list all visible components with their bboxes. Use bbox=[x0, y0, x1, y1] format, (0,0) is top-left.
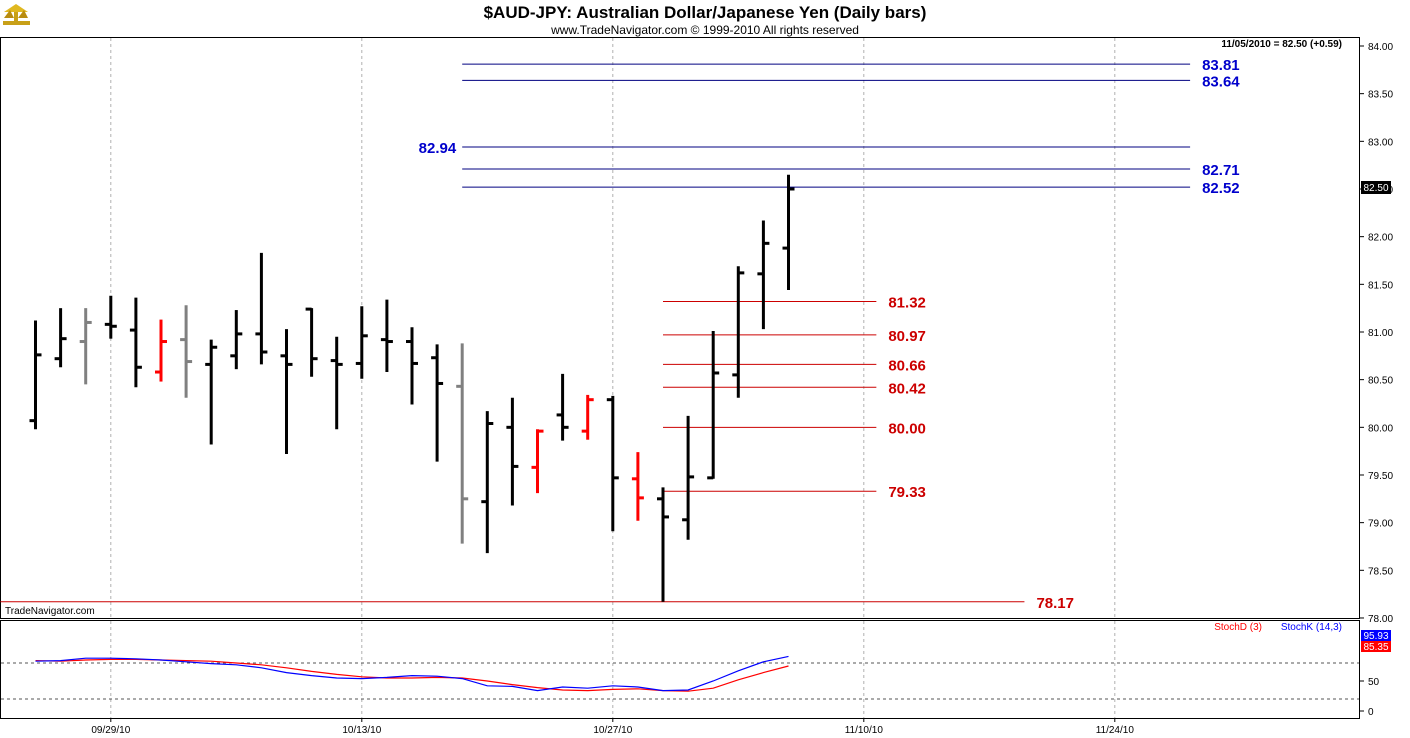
last-price-tag bbox=[1361, 181, 1391, 194]
price-tick-label: 81.50 bbox=[1368, 280, 1393, 291]
grid-lines bbox=[110, 38, 1116, 718]
stochk-value-tag bbox=[1361, 630, 1391, 641]
chart-title: $AUD-JPY: Australian Dollar/Japanese Yen… bbox=[484, 3, 927, 22]
ohlc-bar bbox=[230, 310, 243, 370]
price-tick-label: 78.50 bbox=[1368, 566, 1393, 577]
ohlc-bar bbox=[682, 415, 695, 540]
level-label: 80.66 bbox=[888, 357, 926, 374]
ohlc-bar bbox=[707, 331, 720, 480]
ohlc-bar bbox=[180, 305, 193, 398]
price-tick-label: 81.00 bbox=[1368, 328, 1393, 339]
level-label: 83.64 bbox=[1202, 73, 1240, 90]
stoch-tick-label: 0 bbox=[1368, 707, 1374, 718]
level-label: 81.32 bbox=[888, 294, 926, 311]
level-label: 80.42 bbox=[888, 380, 926, 397]
date-tick-label: 10/27/10 bbox=[593, 725, 632, 736]
date-tick-label: 11/24/10 bbox=[1096, 725, 1135, 736]
level-label: 79.33 bbox=[888, 484, 926, 501]
date-tick-label: 09/29/10 bbox=[91, 725, 130, 736]
stochk-legend: StochK (14,3) bbox=[1281, 622, 1342, 633]
ohlc-bar bbox=[205, 339, 218, 445]
price-tick-label: 78.00 bbox=[1368, 614, 1393, 625]
ohlc-bar bbox=[79, 308, 92, 385]
stochd-value-tag bbox=[1361, 641, 1391, 652]
stochk-series-line bbox=[35, 655, 789, 692]
level-label: 82.94 bbox=[419, 140, 457, 157]
price-tick-label: 79.00 bbox=[1368, 519, 1393, 530]
price-tick-label: 83.00 bbox=[1368, 137, 1393, 148]
date-tick-label: 11/10/10 bbox=[845, 725, 884, 736]
ohlc-bar bbox=[29, 320, 42, 430]
price-panel-frame bbox=[0, 37, 1360, 619]
price-tick-label: 84.00 bbox=[1368, 42, 1393, 53]
ohlc-bar bbox=[305, 307, 318, 377]
price-tick-label: 79.50 bbox=[1368, 471, 1393, 482]
stoch-panel-frame bbox=[0, 620, 1360, 719]
last-price-text: 82.50 bbox=[1363, 183, 1388, 194]
level-label: 82.52 bbox=[1202, 180, 1240, 197]
stoch-tick-label: 50 bbox=[1368, 677, 1380, 688]
ohlc-bar bbox=[657, 487, 669, 602]
time-axis: 09/29/10 10/13/10 10/27/10 11/10/10 11/24/10 bbox=[91, 718, 1134, 736]
price-tick-label: 80.00 bbox=[1368, 423, 1393, 434]
ohlc-bar bbox=[431, 344, 444, 462]
level-label: 80.00 bbox=[888, 420, 926, 437]
price-tick-label: 80.50 bbox=[1368, 376, 1393, 387]
ohlc-bar bbox=[581, 394, 594, 440]
level-label: 78.17 bbox=[1036, 595, 1074, 612]
ohlc-bar bbox=[255, 252, 268, 365]
watermark-text: TradeNavigator.com bbox=[5, 606, 95, 617]
quote-readout: 11/05/2010 = 82.50 (+0.59) bbox=[1221, 39, 1342, 50]
ohlc-bar bbox=[606, 395, 619, 532]
ohlc-bar bbox=[531, 429, 544, 494]
ohlc-bar bbox=[481, 411, 494, 554]
ohlc-bar bbox=[757, 220, 770, 330]
stochk-value-text: 95.93 bbox=[1363, 631, 1388, 642]
date-tick-label: 10/13/10 bbox=[342, 725, 381, 736]
ohlc-bar bbox=[104, 295, 117, 339]
level-label: 80.97 bbox=[888, 328, 926, 345]
ohlc-bar bbox=[782, 174, 795, 291]
ohlc-bar bbox=[556, 373, 569, 441]
price-tick-label: 82.00 bbox=[1368, 233, 1393, 244]
price-bars bbox=[29, 174, 795, 602]
ohlc-bar bbox=[456, 343, 469, 544]
ohlc-bar bbox=[54, 308, 67, 368]
price-axis: 84.00 83.50 83.00 82.50 82.00 81.50 81.00 80.50… bbox=[1360, 42, 1393, 625]
price-tick-label: 83.50 bbox=[1368, 90, 1393, 101]
ohlc-bar bbox=[380, 299, 393, 373]
level-label: 83.81 bbox=[1202, 57, 1240, 74]
ohlc-bar bbox=[280, 329, 293, 455]
stochd-value-text: 85.35 bbox=[1363, 642, 1388, 653]
ohlc-bar bbox=[330, 336, 343, 430]
ohlc-bar bbox=[732, 266, 745, 398]
ohlc-bar bbox=[355, 306, 368, 379]
level-label: 82.71 bbox=[1202, 162, 1240, 179]
ohlc-bar bbox=[129, 297, 142, 388]
ohlc-bar bbox=[631, 452, 644, 521]
stochd-legend: StochD (3) bbox=[1214, 622, 1262, 633]
ohlc-bar bbox=[406, 327, 418, 405]
logo-icon bbox=[3, 4, 30, 25]
ohlc-bar bbox=[155, 319, 167, 382]
copyright-text: www.TradeNavigator.com © 1999-2010 All r… bbox=[550, 23, 859, 37]
ohlc-bar bbox=[506, 397, 519, 506]
